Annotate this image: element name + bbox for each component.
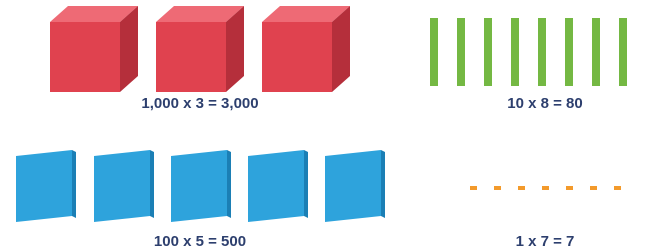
thousands-cubes bbox=[50, 6, 350, 92]
thousands-label: 1,000 x 3 = 3,000 bbox=[141, 95, 258, 112]
tens-rods bbox=[430, 18, 627, 86]
hundreds-flats bbox=[16, 150, 385, 222]
ones-units bbox=[470, 186, 621, 190]
place-value-diagram: 1,000 x 3 = 3,000 10 x 8 = 80 100 x 5 = … bbox=[0, 0, 657, 252]
tens-label: 10 x 8 = 80 bbox=[507, 95, 582, 112]
ones-label: 1 x 7 = 7 bbox=[516, 233, 575, 250]
hundreds-label: 100 x 5 = 500 bbox=[154, 233, 246, 250]
